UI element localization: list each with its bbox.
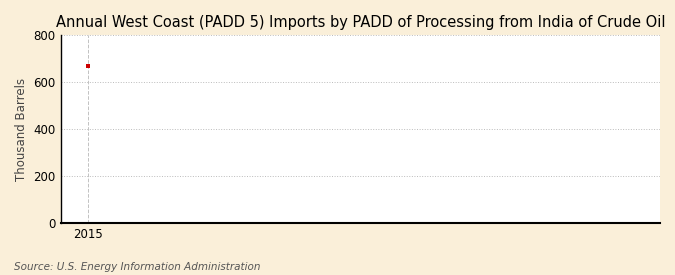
Y-axis label: Thousand Barrels: Thousand Barrels [15,78,28,181]
Title: Annual West Coast (PADD 5) Imports by PADD of Processing from India of Crude Oil: Annual West Coast (PADD 5) Imports by PA… [55,15,665,30]
Text: Source: U.S. Energy Information Administration: Source: U.S. Energy Information Administ… [14,262,260,272]
